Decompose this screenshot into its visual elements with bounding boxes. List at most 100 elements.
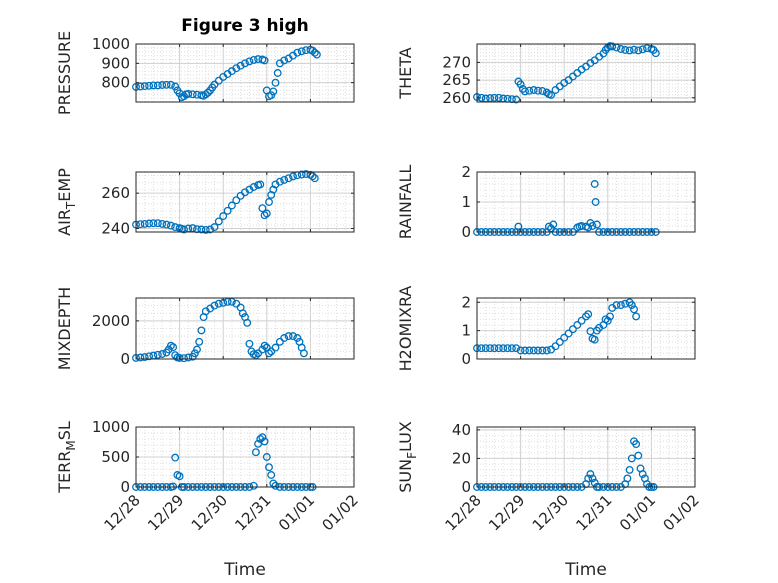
data-point <box>280 175 289 184</box>
y-tick-label: 500 <box>101 448 130 466</box>
data-point <box>267 471 276 479</box>
x-tick-label: 01/02 <box>319 491 362 534</box>
data-point <box>153 81 162 90</box>
data-point <box>145 81 154 90</box>
y-tick-label: 240 <box>101 219 130 237</box>
data-point <box>560 333 569 342</box>
data-point <box>577 316 586 325</box>
y-tick-label: 0 <box>461 350 471 368</box>
data-point <box>297 47 306 56</box>
data-point <box>494 344 503 353</box>
data-point <box>625 46 634 55</box>
y-axis-label: TERRMSL <box>55 421 78 494</box>
data-point <box>166 221 175 230</box>
data-point <box>486 344 495 353</box>
data-point <box>477 344 486 353</box>
y-tick-label: 0 <box>461 223 471 241</box>
data-point <box>284 332 293 341</box>
data-point <box>258 204 267 213</box>
data-point <box>555 338 564 346</box>
data-point <box>608 42 617 51</box>
x-tick-label: 12/31 <box>231 491 274 534</box>
data-point <box>490 344 499 353</box>
subplot-5: 0 2000 MIXDEPTH <box>55 287 355 370</box>
data-point <box>251 448 260 457</box>
data-point <box>586 470 595 479</box>
data-point <box>260 341 269 350</box>
data-point <box>271 481 280 490</box>
subplot-8: 12/28 12/29 12/30 12/31 01/01 01/02 0 20 40 SUNFL… <box>396 421 703 580</box>
figure-title: Figure 3 high <box>181 16 309 36</box>
data-point <box>145 219 154 228</box>
data-point <box>297 170 306 179</box>
data-point <box>521 346 529 355</box>
data-point <box>256 435 265 443</box>
data-point <box>486 94 495 103</box>
plot-area <box>136 44 354 102</box>
data-point <box>260 56 269 65</box>
y-tick-label: 2 <box>461 163 471 181</box>
data-point <box>538 346 547 355</box>
data-points <box>473 298 641 355</box>
axes-box <box>476 43 696 103</box>
data-point <box>503 344 512 353</box>
data-point <box>249 55 258 64</box>
data-point <box>568 325 577 334</box>
data-point <box>269 87 278 96</box>
x-tick-label: 01/02 <box>660 491 703 534</box>
data-point <box>262 209 271 218</box>
data-point <box>529 346 538 355</box>
data-point <box>573 321 582 329</box>
data-point <box>280 56 289 65</box>
axes-box <box>476 426 696 488</box>
data-point <box>289 332 297 341</box>
data-point <box>184 89 193 98</box>
data-point <box>271 343 280 352</box>
data-point <box>195 337 204 346</box>
data-point <box>241 59 249 68</box>
data-point <box>312 50 321 59</box>
data-point <box>638 45 647 54</box>
data-point <box>180 225 188 234</box>
x-tick-label: 12/31 <box>572 491 615 534</box>
data-point <box>310 48 319 57</box>
y-axis-label: RAINFALL <box>396 165 415 240</box>
y-axis-label: AIRTEMP <box>55 168 78 236</box>
data-point <box>590 335 599 344</box>
data-point <box>197 326 206 335</box>
data-point <box>265 463 273 472</box>
x-tick-label: 12/28 <box>442 491 485 534</box>
data-point <box>310 174 319 183</box>
data-point <box>512 95 521 104</box>
data-point <box>542 88 551 97</box>
data-point <box>516 80 525 89</box>
data-point <box>243 318 252 327</box>
y-tick-label: 1000 <box>92 35 130 53</box>
y-tick-label: 265 <box>442 71 471 89</box>
data-point <box>171 82 180 91</box>
x-tick-label: 12/28 <box>101 491 144 534</box>
data-point <box>262 453 271 461</box>
data-point <box>616 301 625 310</box>
grid <box>477 172 695 232</box>
subplot-7: 12/28 12/29 12/30 12/31 01/01 01/02 0 500 1000 TE… <box>55 418 362 580</box>
data-point <box>193 345 201 354</box>
data-point <box>188 90 197 99</box>
x-tick-label: 12/30 <box>188 491 231 534</box>
data-point <box>260 437 269 446</box>
data-point <box>591 198 600 206</box>
data-point <box>265 198 273 206</box>
data-point <box>516 346 525 355</box>
data-point <box>521 87 529 96</box>
data-point <box>549 220 558 229</box>
data-point <box>245 57 254 66</box>
data-point <box>280 334 289 342</box>
data-point <box>592 220 601 229</box>
data-point <box>149 219 158 228</box>
data-point <box>153 219 162 228</box>
data-point <box>260 211 269 220</box>
data-point <box>201 225 210 234</box>
data-point <box>236 61 245 70</box>
data-point <box>249 183 258 191</box>
